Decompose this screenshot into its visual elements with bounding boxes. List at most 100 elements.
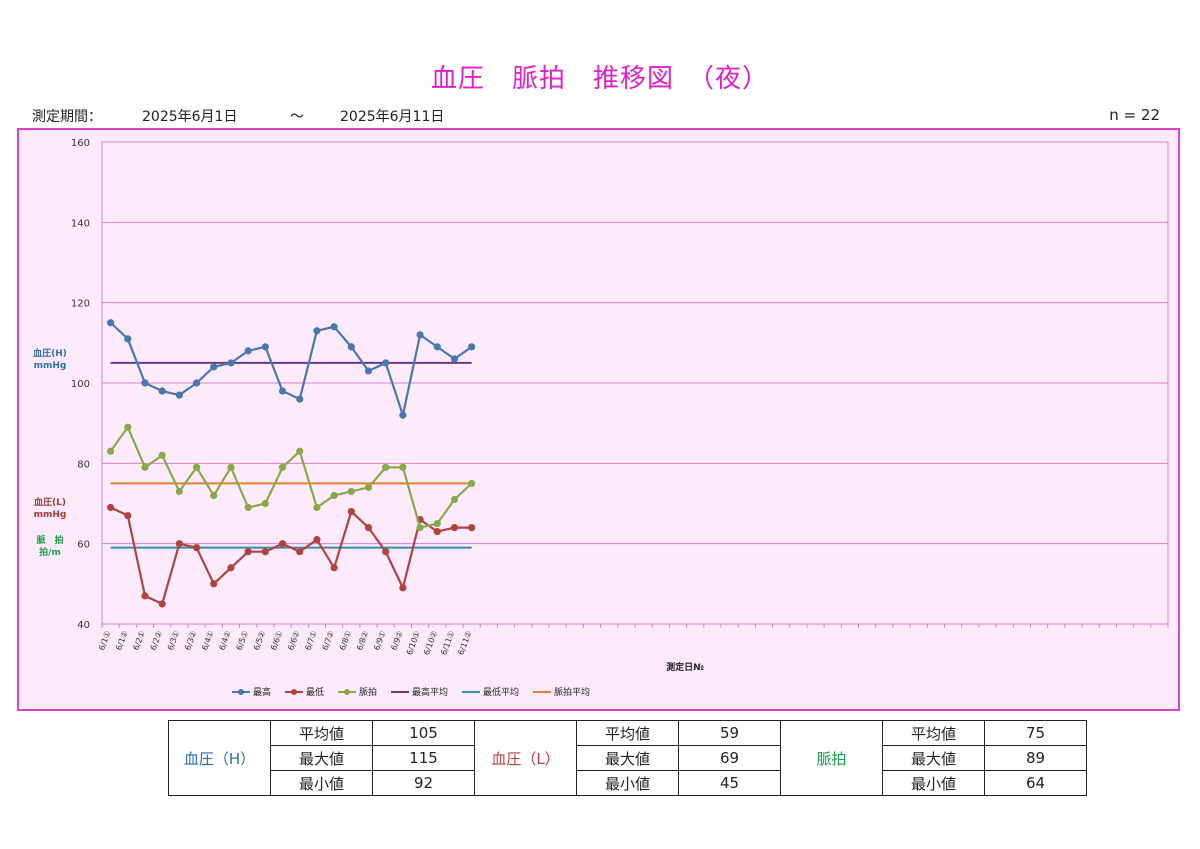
data-point bbox=[175, 487, 183, 496]
data-point bbox=[210, 491, 218, 500]
y-label-low-bp: 血圧(L) mmHg bbox=[25, 497, 75, 521]
data-point bbox=[158, 451, 166, 459]
data-point bbox=[141, 379, 149, 387]
x-axis-title: 測定日№ bbox=[666, 661, 704, 673]
x-tick-label: 6/8① bbox=[338, 630, 353, 652]
data-point bbox=[364, 483, 373, 492]
x-tick-label: 6/1① bbox=[97, 630, 112, 652]
legend-label: 脈拍 bbox=[359, 686, 377, 698]
x-tick-label: 6/4② bbox=[218, 630, 233, 652]
data-point bbox=[330, 564, 338, 572]
series-line bbox=[109, 424, 473, 529]
data-point bbox=[450, 355, 459, 363]
page-title: 血圧 脈拍 推移図 （夜） bbox=[430, 64, 769, 94]
x-tick-label: 6/4① bbox=[200, 630, 215, 652]
data-point bbox=[210, 580, 218, 588]
data-point bbox=[433, 519, 441, 528]
x-tick-label: 6/3② bbox=[183, 630, 198, 652]
legend-label: 最低 bbox=[306, 686, 324, 698]
stats-group-label: 血圧（L） bbox=[474, 720, 577, 796]
y-tick-label: 60 bbox=[77, 540, 90, 551]
y-tick-label: 160 bbox=[71, 138, 90, 149]
y-label-line: mmHg bbox=[33, 510, 67, 520]
data-point bbox=[330, 491, 338, 500]
stats-label: 最小値 bbox=[576, 770, 679, 796]
data-point bbox=[313, 536, 321, 544]
legend-marker bbox=[238, 689, 244, 695]
stats-table: 血圧（H） 平均値 105 血圧（L） 平均値 59 脈拍 平均値 75 最大値 115 最大値 69 最… bbox=[168, 720, 1087, 796]
x-tick-label: 6/2② bbox=[149, 630, 164, 652]
data-point bbox=[364, 524, 373, 532]
data-point bbox=[313, 503, 321, 512]
y-label-line: 拍/m bbox=[39, 548, 61, 558]
stats-label: 最大値 bbox=[270, 745, 373, 771]
x-tick-label: 6/2① bbox=[132, 630, 147, 652]
data-point bbox=[468, 524, 476, 532]
data-point bbox=[192, 544, 201, 552]
stats-value: 89 bbox=[984, 745, 1087, 771]
stats-value: 92 bbox=[372, 770, 475, 796]
y-tick-label: 100 bbox=[71, 379, 90, 390]
data-point bbox=[364, 367, 373, 375]
data-point bbox=[227, 359, 235, 367]
data-point bbox=[347, 343, 355, 351]
x-tick-label: 6/6① bbox=[269, 630, 284, 652]
y-label-line: 血圧(H) bbox=[33, 349, 67, 359]
x-tick-label: 6/3① bbox=[166, 630, 181, 652]
y-tick-label: 80 bbox=[77, 459, 90, 470]
data-point bbox=[192, 463, 201, 471]
date-separator: ～ bbox=[290, 109, 304, 125]
data-point bbox=[382, 463, 390, 471]
data-point bbox=[141, 463, 149, 471]
x-tick-label: 6/11② bbox=[456, 630, 473, 657]
data-point bbox=[468, 343, 476, 351]
y-tick-label: 140 bbox=[71, 218, 90, 229]
y-label-pulse: 脈 拍拍/m bbox=[25, 535, 75, 559]
data-point bbox=[261, 499, 269, 508]
x-tick-label: 6/7① bbox=[303, 630, 318, 652]
legend-marker bbox=[344, 689, 350, 695]
sample-count: n = 22 bbox=[1109, 106, 1160, 124]
stats-label: 最小値 bbox=[882, 770, 985, 796]
x-tick-label: 6/10② bbox=[422, 630, 439, 657]
x-tick-label: 6/9② bbox=[389, 630, 404, 652]
legend-label: 最低平均 bbox=[483, 686, 519, 698]
x-tick-label: 6/1② bbox=[114, 630, 129, 652]
stats-row: 最大値 115 最大値 69 最大値 89 bbox=[169, 745, 1087, 771]
x-tick-label: 6/11① bbox=[439, 630, 456, 657]
data-point bbox=[433, 343, 441, 351]
stats-value: 59 bbox=[678, 720, 781, 746]
stats-label: 最小値 bbox=[270, 770, 373, 796]
end-date: 2025年6月11日 bbox=[340, 109, 445, 125]
data-point bbox=[244, 548, 252, 556]
data-point bbox=[347, 507, 355, 516]
start-date: 2025年6月1日 bbox=[142, 109, 238, 125]
data-point bbox=[175, 391, 183, 399]
data-point bbox=[278, 463, 287, 471]
x-tick-label: 6/6② bbox=[286, 630, 301, 652]
stats-row: 最小値 92 最小値 45 最小値 64 bbox=[169, 770, 1087, 796]
data-point bbox=[124, 423, 132, 431]
data-point bbox=[399, 411, 407, 419]
data-point bbox=[278, 387, 287, 395]
data-point bbox=[399, 584, 407, 592]
y-label-line: 脈 拍 bbox=[36, 536, 64, 546]
stats-label: 平均値 bbox=[882, 720, 985, 746]
data-point bbox=[296, 395, 304, 403]
y-label-line: mmHg bbox=[33, 361, 67, 371]
data-point bbox=[296, 548, 304, 556]
stats-label: 最大値 bbox=[576, 745, 679, 771]
stats-label: 平均値 bbox=[270, 720, 373, 746]
data-point bbox=[192, 379, 201, 387]
data-point bbox=[124, 335, 132, 343]
data-point bbox=[450, 524, 459, 532]
data-point bbox=[468, 479, 476, 488]
data-point bbox=[227, 564, 235, 572]
x-tick-label: 6/7② bbox=[321, 630, 336, 652]
data-point bbox=[399, 463, 407, 471]
stats-value: 105 bbox=[372, 720, 475, 746]
stats-label: 平均値 bbox=[576, 720, 679, 746]
y-label-line: 血圧(L) bbox=[34, 498, 66, 508]
data-point bbox=[347, 487, 355, 496]
